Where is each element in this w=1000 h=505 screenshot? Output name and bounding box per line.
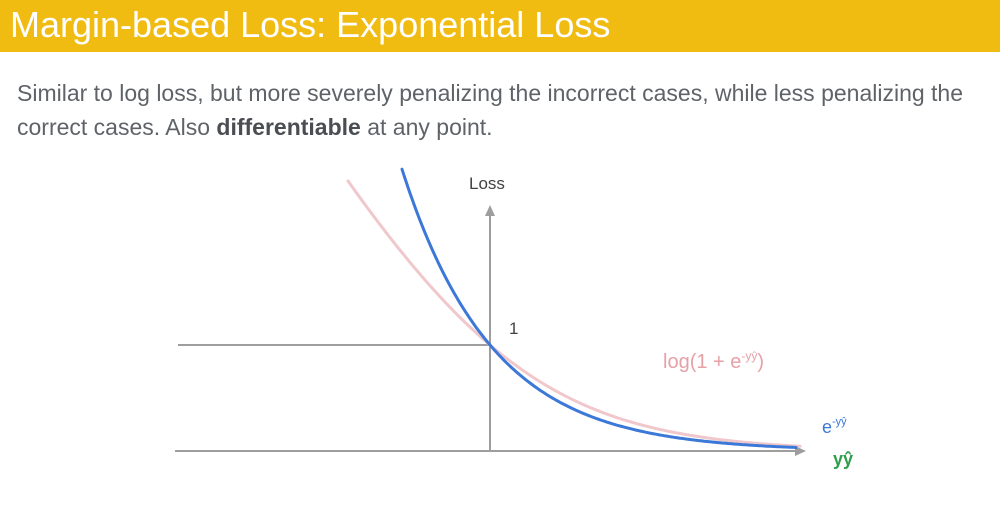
y-axis-label: Loss [469, 174, 505, 193]
body-text-part-2: at any point. [360, 114, 493, 140]
log-loss-curve [346, 179, 802, 448]
x-axis-arrowhead [795, 446, 806, 456]
y-axis-arrowhead [485, 205, 495, 216]
slide-body-text: Similar to log loss, but more severely p… [17, 76, 977, 144]
body-text-bold: differentiable [216, 114, 361, 140]
exponential-loss-curve [400, 167, 798, 449]
log-loss-label-close: ) [757, 351, 764, 373]
exponential-loss-label: e-yŷ [822, 416, 847, 437]
title-bar: Margin-based Loss: Exponential Loss [0, 0, 1000, 52]
x-axis-label: yŷ [833, 449, 853, 469]
body-text-part-1: Similar to log loss, but more severely p… [17, 80, 964, 140]
exponential-loss-label-exponent: -yŷ [832, 416, 847, 428]
log-loss-label-main: log(1 + e [663, 351, 741, 373]
exponential-loss-label-base: e [822, 417, 832, 437]
log-loss-label-exponent: -yŷ [741, 349, 757, 363]
log-loss-label: log(1 + e-yŷ) [663, 349, 764, 373]
intercept-label: 1 [509, 319, 518, 338]
slide-title: Margin-based Loss: Exponential Loss [10, 4, 611, 45]
